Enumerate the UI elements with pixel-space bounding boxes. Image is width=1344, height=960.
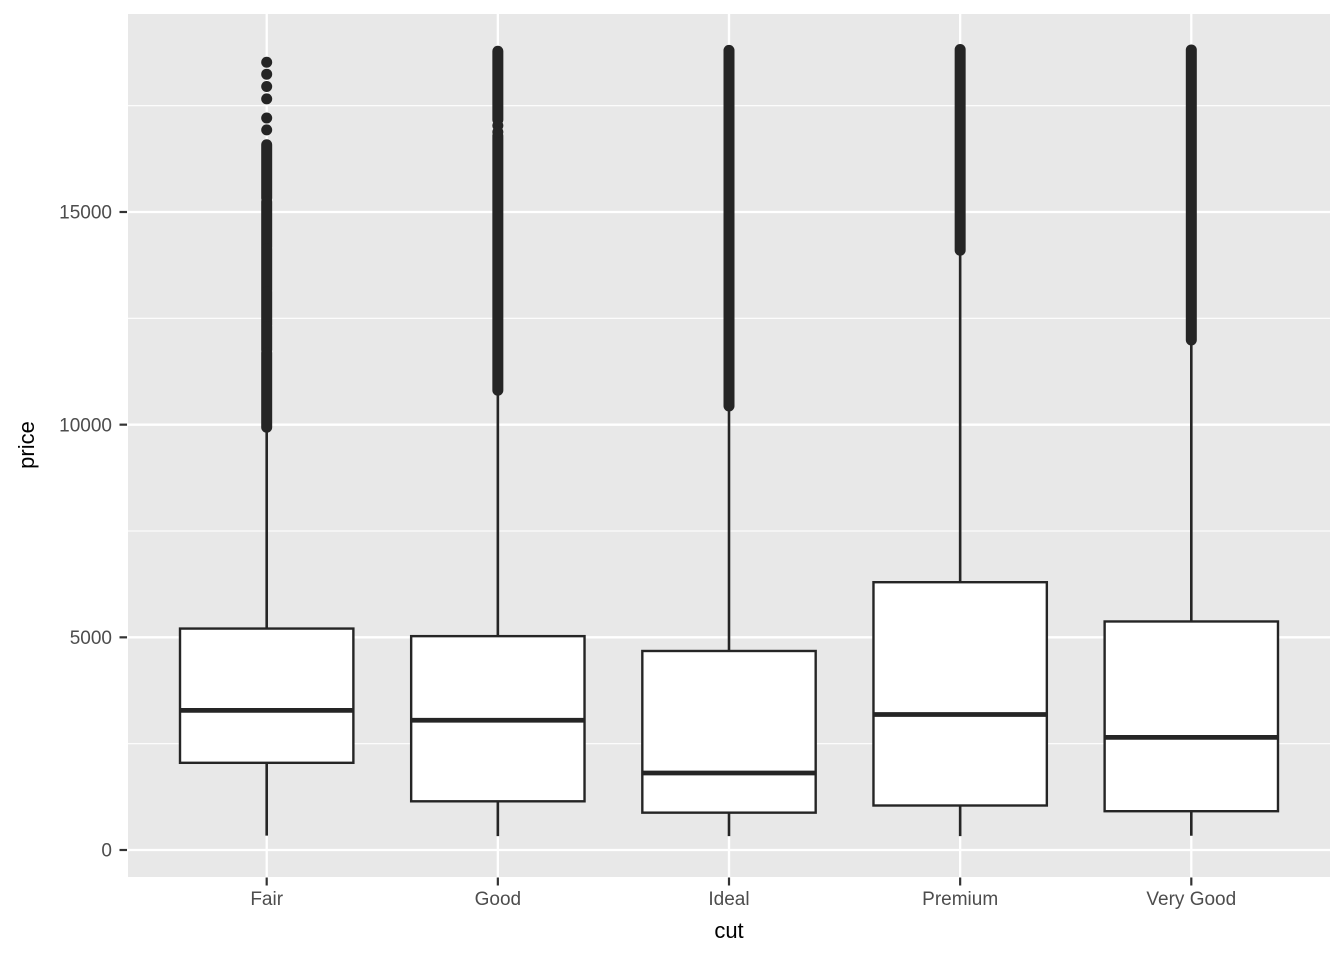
iqr-box-very-good [1103, 620, 1280, 813]
iqr-box-fair [178, 627, 355, 765]
boxplot-premium [872, 44, 1049, 837]
y-axis-title: price [14, 421, 39, 469]
axis-ticks [119, 210, 1193, 886]
x-tick-label-fair: Fair [250, 889, 283, 910]
outlier-point-fair [261, 68, 273, 80]
boxplot-ideal [641, 44, 817, 837]
x-axis-title: cut [714, 918, 743, 943]
y-tick-label: 10000 [59, 415, 112, 436]
boxplots [178, 44, 1280, 837]
boxplot-very-good [1103, 44, 1280, 836]
outlier-point-fair [261, 112, 273, 124]
y-tick-label: 5000 [70, 628, 112, 649]
x-tick-label-premium: Premium [922, 889, 998, 910]
boxplot-good [409, 45, 586, 837]
y-tick-label: 15000 [59, 203, 112, 224]
axis-tick-labels: 0 5000 10000 15000 Fair Good Ideal Premium Very … [59, 203, 1236, 910]
x-tick-label-good: Good [475, 889, 521, 910]
outlier-point-fair [261, 81, 273, 93]
iqr-box-ideal [641, 649, 817, 814]
outlier-point-fair [261, 56, 273, 68]
outlier-point-good [492, 126, 504, 138]
x-tick-label-ideal: Ideal [708, 889, 749, 910]
x-tick-label-very-good: Very Good [1146, 889, 1236, 910]
y-tick-label: 0 [101, 841, 112, 862]
iqr-box-premium [872, 581, 1049, 807]
outlier-point-fair [261, 124, 273, 136]
outlier-point-fair [261, 93, 273, 105]
boxplot-fair [178, 56, 355, 836]
